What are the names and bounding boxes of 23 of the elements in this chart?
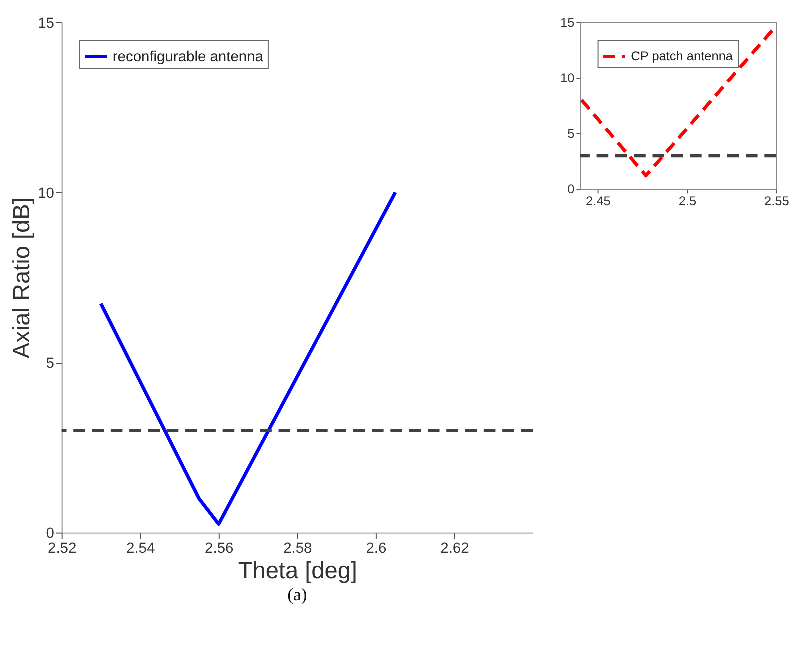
x-tick-label: 2.58 bbox=[284, 540, 312, 557]
x-tick-label: 2.45 bbox=[586, 193, 611, 208]
legend-label: reconfigurable antenna bbox=[112, 50, 264, 66]
x-tick-label: 2.62 bbox=[440, 540, 470, 557]
y-tick-label: 15 bbox=[38, 16, 54, 32]
y-tick-label: 10 bbox=[38, 186, 54, 202]
y-tick-label: 10 bbox=[560, 70, 575, 86]
line-series bbox=[99, 190, 398, 526]
y-tick-label: 5 bbox=[568, 126, 575, 142]
y-tick-label: 5 bbox=[46, 356, 54, 372]
y-tick-label: 0 bbox=[46, 526, 54, 542]
text: (a) bbox=[288, 584, 308, 605]
x-tick-label: 2.54 bbox=[126, 540, 156, 557]
x-tick-label: 2.55 bbox=[764, 193, 790, 208]
x-axis-title: Theta [deg] bbox=[238, 557, 358, 584]
x-tick-label: 2.56 bbox=[205, 540, 234, 557]
x-tick-label: 2.52 bbox=[48, 540, 77, 557]
legend-label: CP patch antenna bbox=[631, 48, 734, 64]
y-tick-label: 15 bbox=[560, 14, 575, 30]
y-tick-label: 0 bbox=[568, 182, 575, 197]
x-tick-label: 2.6 bbox=[366, 540, 387, 557]
y-axis-title: Axial Ratio [dB] bbox=[8, 198, 34, 359]
x-tick-label: 2.5 bbox=[678, 193, 697, 208]
